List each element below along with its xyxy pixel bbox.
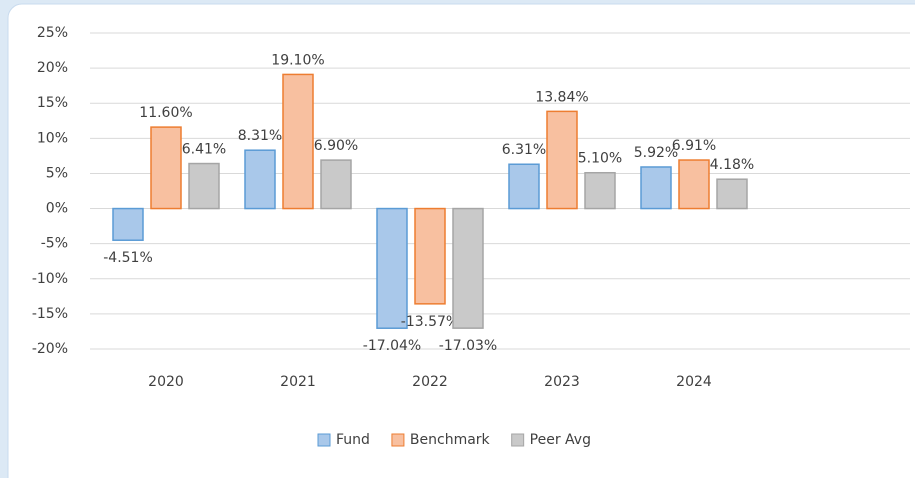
legend-swatch bbox=[317, 433, 331, 447]
bar bbox=[452, 207, 484, 329]
x-tick-label: 2022 bbox=[412, 374, 448, 390]
bar bbox=[244, 149, 276, 210]
data-label: 5.92% bbox=[634, 145, 678, 161]
legend-label: Peer Avg bbox=[530, 432, 591, 448]
bar bbox=[188, 162, 220, 210]
bar bbox=[546, 110, 578, 210]
data-label: -17.04% bbox=[363, 338, 421, 354]
y-tick-label: 0% bbox=[46, 201, 68, 217]
data-label: 4.18% bbox=[710, 157, 754, 173]
legend-swatch bbox=[391, 433, 405, 447]
x-tick-label: 2023 bbox=[544, 374, 580, 390]
y-tick-label: -5% bbox=[41, 236, 68, 252]
bar bbox=[376, 207, 408, 329]
data-label: 8.31% bbox=[238, 128, 282, 144]
legend-label: Fund bbox=[336, 432, 370, 448]
legend-label: Benchmark bbox=[410, 432, 491, 448]
data-label: 6.31% bbox=[502, 142, 546, 158]
data-label: 11.60% bbox=[139, 105, 192, 121]
bar bbox=[414, 207, 446, 305]
x-tick-label: 2024 bbox=[676, 374, 712, 390]
bar bbox=[508, 163, 540, 210]
y-tick-label: 25% bbox=[37, 25, 68, 41]
y-tick-label: 10% bbox=[37, 130, 68, 146]
y-tick-label: -10% bbox=[32, 271, 68, 287]
bar bbox=[678, 159, 710, 210]
data-label: 6.91% bbox=[672, 138, 716, 154]
y-tick-label: 5% bbox=[46, 165, 68, 181]
bar bbox=[282, 73, 314, 210]
y-tick-label: -20% bbox=[32, 341, 68, 357]
data-label: -17.03% bbox=[439, 338, 497, 354]
data-label: 6.90% bbox=[314, 138, 358, 154]
bar bbox=[112, 207, 144, 241]
x-tick-label: 2021 bbox=[280, 374, 316, 390]
data-label: -13.57% bbox=[401, 314, 459, 330]
bar bbox=[584, 171, 616, 210]
data-label: 13.84% bbox=[535, 89, 588, 105]
data-label: 19.10% bbox=[271, 52, 324, 68]
data-label: 6.41% bbox=[182, 142, 226, 158]
bar bbox=[320, 159, 352, 210]
bar bbox=[150, 126, 182, 210]
data-label: 5.10% bbox=[578, 151, 622, 167]
bar bbox=[716, 178, 748, 210]
y-tick-label: -15% bbox=[32, 306, 68, 322]
x-tick-label: 2020 bbox=[148, 374, 184, 390]
data-label: -4.51% bbox=[103, 250, 153, 266]
y-tick-label: 15% bbox=[37, 95, 68, 111]
y-tick-label: 20% bbox=[37, 60, 68, 76]
bar bbox=[640, 166, 672, 210]
legend-swatch bbox=[511, 433, 525, 447]
